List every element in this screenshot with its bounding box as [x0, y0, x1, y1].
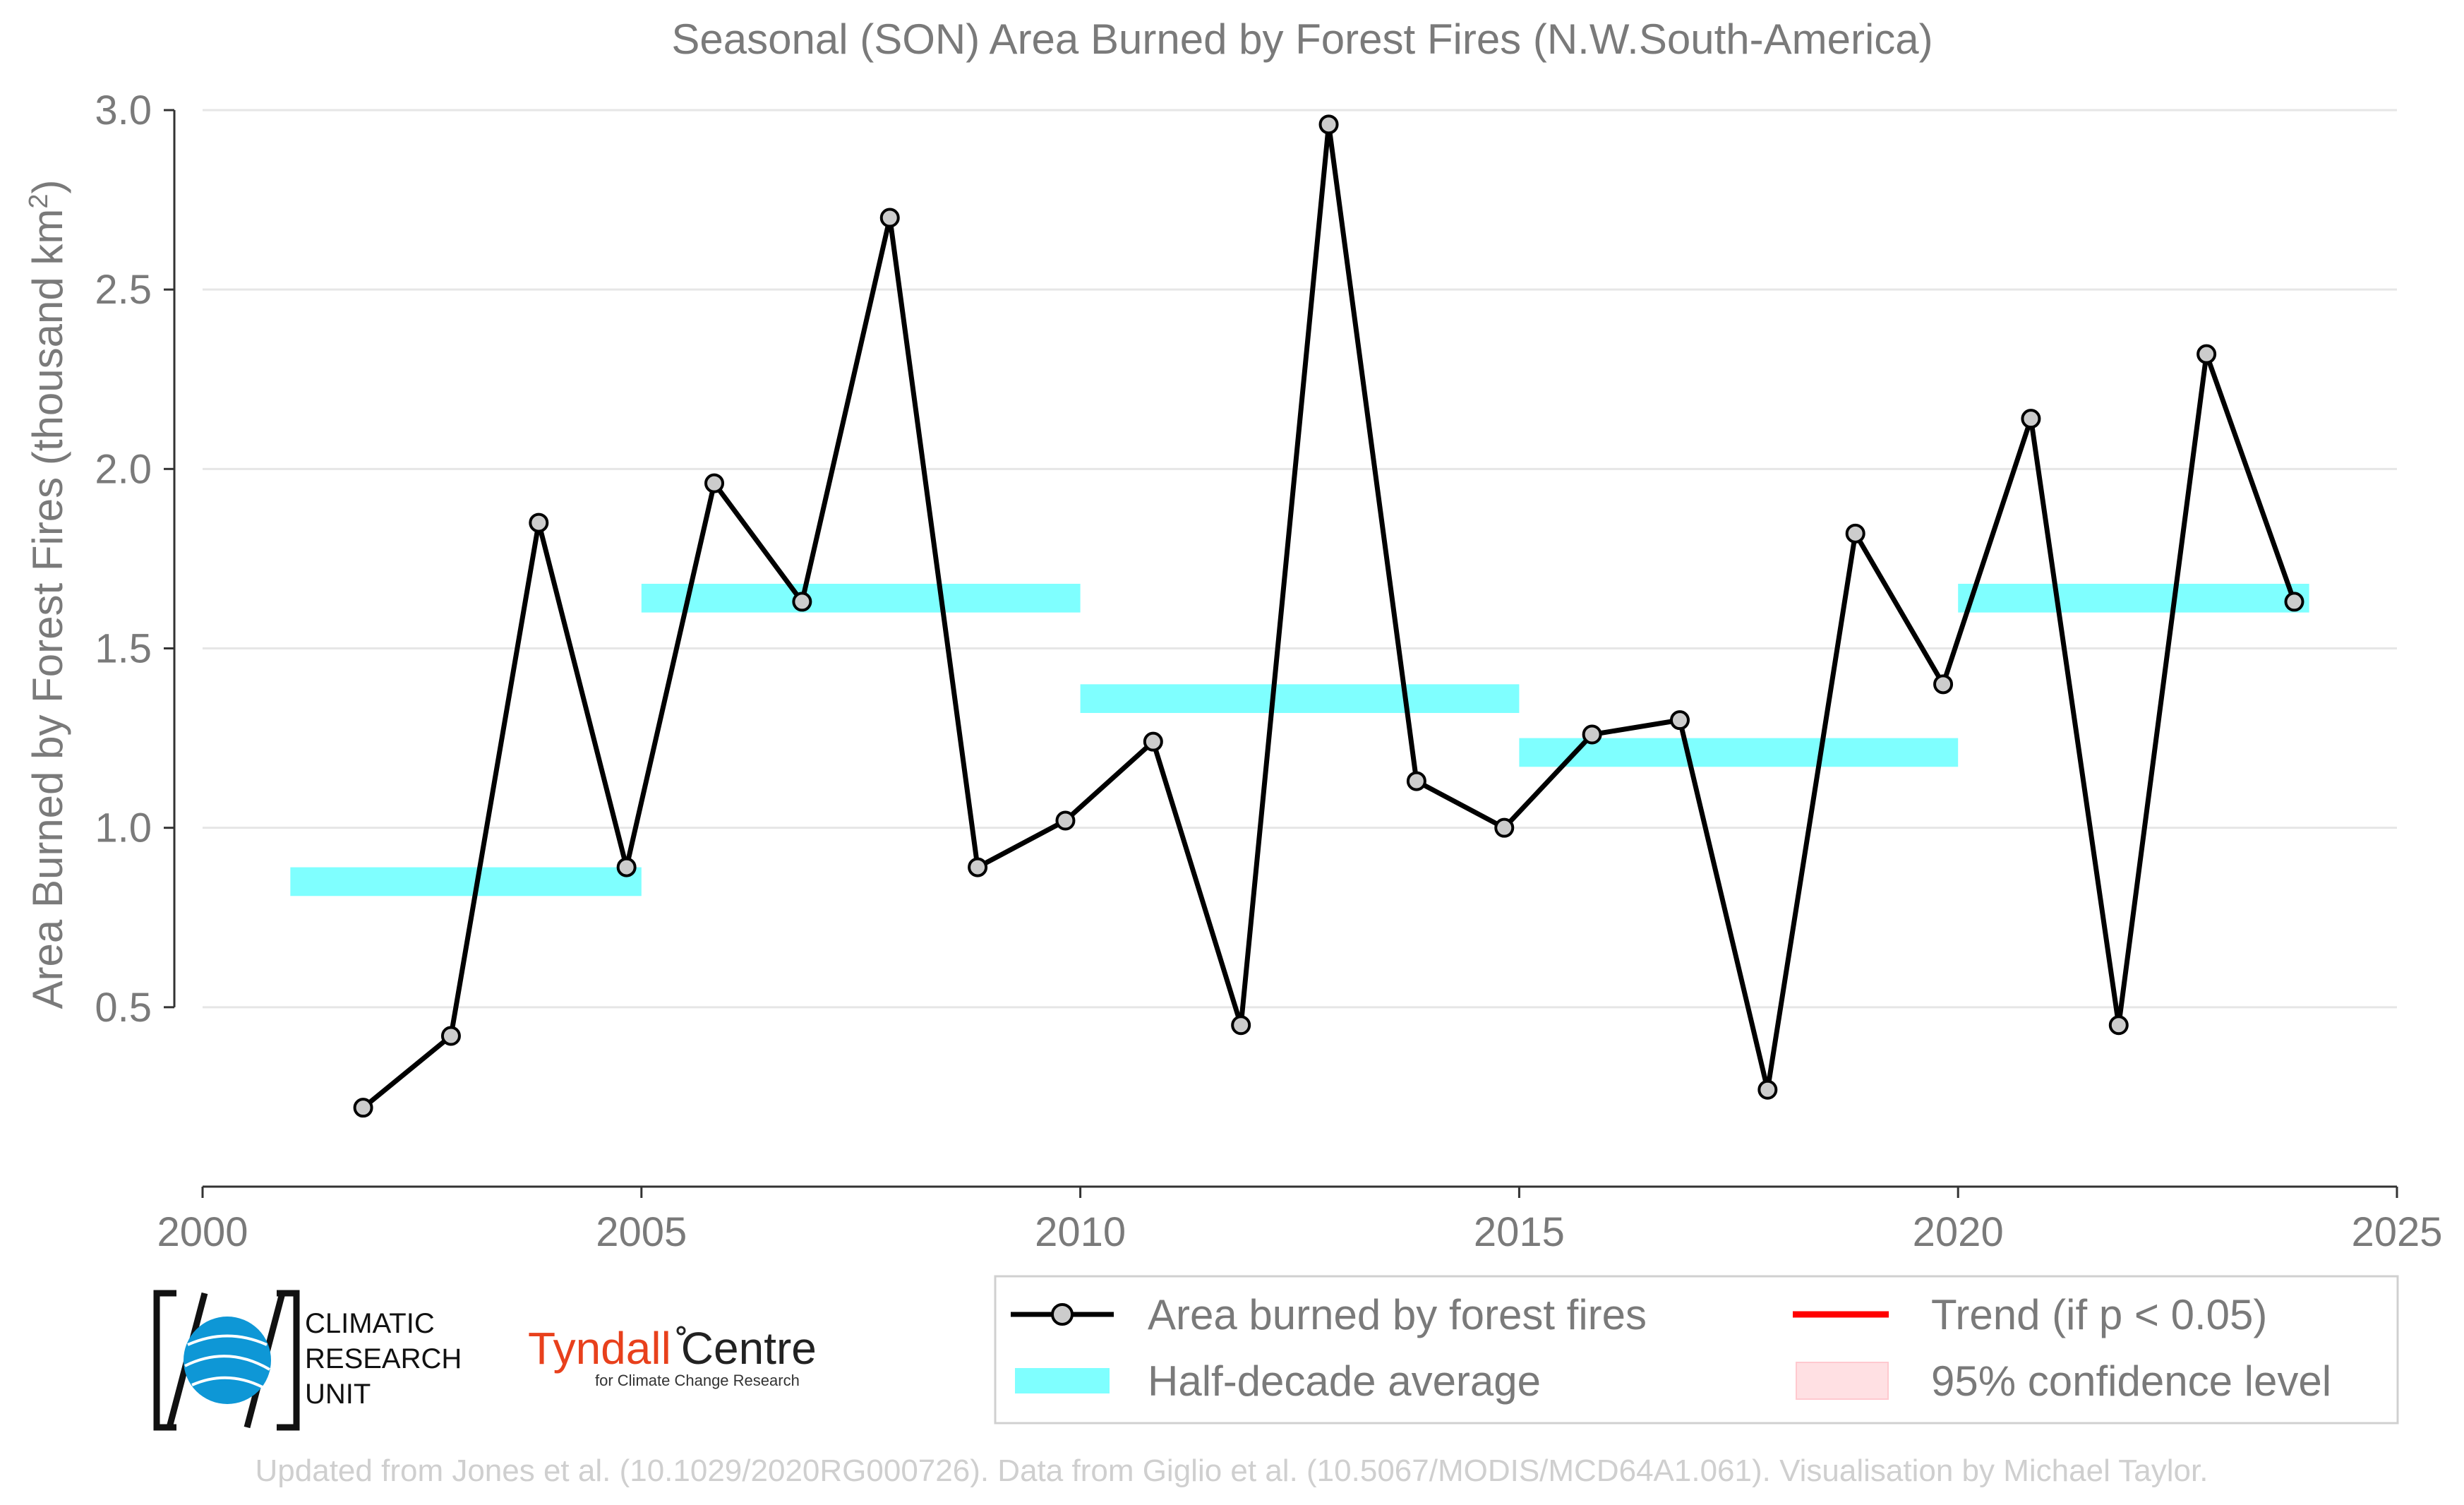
y-tick-label: 0.5 — [95, 985, 152, 1031]
legend-swatch-confidence — [1796, 1362, 1889, 1400]
x-tick-label: 2005 — [596, 1209, 687, 1255]
x-tick-label: 2025 — [2351, 1209, 2442, 1255]
half-decade-bar — [1080, 684, 1520, 713]
y-axis-label-close: ) — [24, 180, 71, 194]
x-tick-label: 2020 — [1913, 1209, 2004, 1255]
cru-logo-line-1: CLIMATIC — [305, 1308, 435, 1339]
data-point — [2196, 344, 2217, 364]
data-point — [440, 1026, 461, 1046]
chart-title: Seasonal (SON) Area Burned by Forest Fir… — [671, 16, 1933, 63]
half-decade-average-bars — [290, 584, 2309, 897]
data-point — [968, 857, 988, 877]
data-point — [1231, 1015, 1251, 1036]
y-tick-label: 1.5 — [95, 626, 152, 672]
data-point — [1143, 731, 1163, 752]
y-tick-label: 3.0 — [95, 88, 152, 133]
data-point — [529, 512, 549, 533]
tyndall-logo-name: Tyndall Centre — [528, 1323, 817, 1374]
data-point — [1055, 810, 1076, 831]
x-tick-label: 2010 — [1035, 1209, 1126, 1255]
x-axis: 2000 2005 2010 2015 2020 2025 — [157, 1185, 2443, 1255]
half-decade-bar — [290, 867, 642, 897]
y-tick-label: 2.0 — [95, 446, 152, 492]
half-decade-bar — [1958, 584, 2309, 613]
y-axis-label-main: Area Burned by Forest Fires (thousand km — [24, 209, 71, 1009]
y-axis: 0.5 1.0 1.5 2.0 2.5 3.0 — [95, 88, 176, 1031]
credit-line: Updated from Jones et al. (10.1029/2020R… — [256, 1453, 2208, 1488]
data-point — [792, 592, 812, 612]
data-point — [1406, 771, 1426, 791]
legend-box — [994, 1275, 2399, 1425]
data-point — [704, 473, 725, 493]
legend-swatch-half-decade — [1015, 1368, 1110, 1393]
cru-logo-line-3: UNIT — [305, 1379, 371, 1410]
legend-label-area-burned: Area burned by forest fires — [1148, 1291, 1647, 1338]
data-point — [1318, 114, 1339, 135]
legend: Area burned by forest fires Half-decade … — [994, 1275, 2399, 1425]
series-area-burned — [353, 114, 2304, 1118]
data-point — [1933, 674, 1954, 695]
data-point — [1494, 817, 1515, 838]
y-axis-label: Area Burned by Forest Fires (thousand km… — [24, 180, 71, 1009]
legend-label-trend: Trend (if p < 0.05) — [1931, 1291, 2267, 1338]
data-point — [616, 857, 637, 877]
data-point — [353, 1098, 373, 1118]
data-point — [1669, 710, 1690, 731]
half-decade-bar — [641, 584, 1081, 613]
data-point — [879, 208, 900, 228]
data-point — [1757, 1079, 1778, 1100]
y-tick-label: 2.5 — [95, 267, 152, 313]
x-tick-label: 2015 — [1474, 1209, 1565, 1255]
y-axis-label-superscript: 2 — [24, 194, 54, 209]
legend-marker-swatch — [1051, 1303, 1074, 1326]
cru-logo: CLIMATIC RESEARCH UNIT — [153, 1290, 462, 1431]
data-point — [1582, 724, 1602, 745]
data-point — [1845, 523, 1865, 544]
legend-label-half-decade: Half-decade average — [1148, 1357, 1541, 1405]
cru-logo-line-2: RESEARCH — [305, 1343, 462, 1374]
data-point — [2021, 409, 2041, 429]
legend-label-confidence: 95% confidence level — [1931, 1357, 2331, 1405]
tyndall-logo-subtitle: for Climate Change Research — [595, 1372, 800, 1389]
data-point — [2108, 1015, 2129, 1036]
series-line — [361, 124, 2297, 1110]
y-tick-label: 1.0 — [95, 805, 152, 851]
data-point — [2284, 592, 2304, 612]
x-tick-label: 2000 — [157, 1209, 248, 1255]
tyndall-logo: Tyndall Centre for Climate Change Researc… — [528, 1323, 817, 1389]
